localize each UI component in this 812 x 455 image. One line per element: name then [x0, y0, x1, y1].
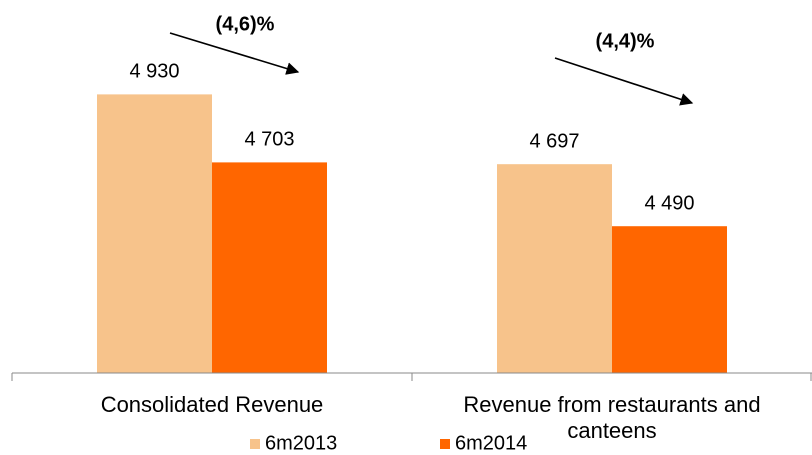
trend-arrow — [169, 32, 300, 75]
x-tick-label: Revenue from restaurants and canteens — [463, 392, 761, 443]
annotation: (4,6)% — [216, 13, 275, 35]
bar — [97, 94, 212, 373]
bar — [212, 162, 327, 373]
value-label: 4 490 — [644, 192, 694, 214]
trend-arrow — [554, 57, 694, 106]
legend-swatch — [440, 439, 450, 449]
value-label: 4 697 — [529, 130, 579, 152]
value-label: 4 703 — [244, 129, 294, 151]
annotation: (4,4)% — [596, 30, 655, 52]
legend-label: 6m2014 — [455, 432, 527, 454]
bar — [612, 226, 727, 373]
legend-label: 6m2013 — [265, 432, 337, 454]
bar — [497, 164, 612, 373]
legend-swatch — [250, 439, 260, 449]
value-label: 4 930 — [129, 61, 179, 83]
x-tick-label: Consolidated Revenue — [100, 392, 324, 417]
